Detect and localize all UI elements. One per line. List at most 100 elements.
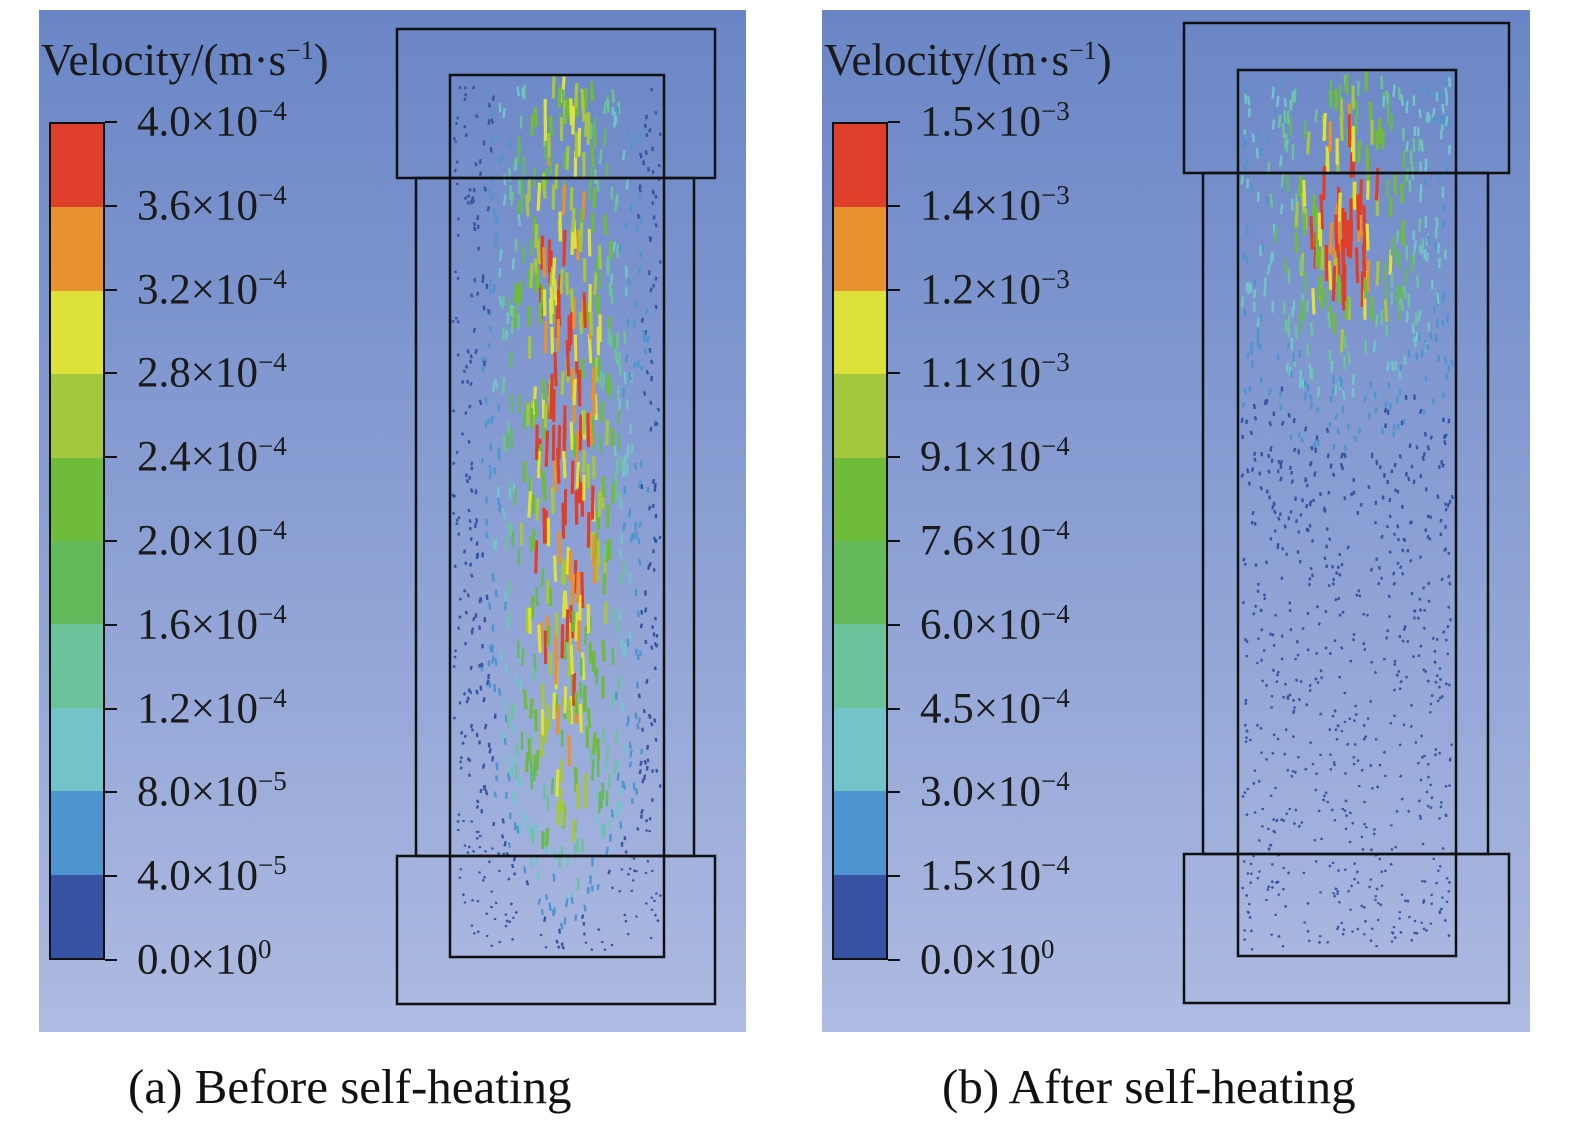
velocity-vector: [504, 913, 508, 916]
velocity-vector: [544, 430, 550, 467]
velocity-vector: [1423, 431, 1427, 437]
velocity-vector: [1259, 147, 1263, 156]
velocity-vector: [590, 948, 594, 952]
velocity-vector: [481, 763, 486, 769]
velocity-vector: [507, 877, 511, 881]
velocity-vector: [1252, 403, 1256, 410]
velocity-vector: [570, 460, 575, 495]
velocity-vector: [1256, 876, 1260, 880]
velocity-vector: [1421, 900, 1426, 905]
velocity-vector: [1377, 581, 1381, 586]
velocity-vector: [1279, 155, 1283, 167]
velocity-vector: [571, 105, 576, 135]
velocity-vector: [532, 216, 537, 237]
velocity-vector: [635, 788, 639, 795]
velocity-vector: [1371, 305, 1375, 322]
velocity-vector: [1375, 313, 1379, 328]
velocity-vector: [492, 284, 496, 293]
velocity-vector: [1397, 87, 1402, 101]
velocity-vector: [1306, 299, 1309, 314]
velocity-vector: [505, 919, 509, 923]
velocity-vector: [493, 791, 498, 798]
velocity-vector: [592, 456, 596, 480]
velocity-vector: [654, 194, 658, 199]
velocity-vector: [509, 394, 514, 413]
velocity-vector: [595, 178, 600, 192]
velocity-vector: [1358, 179, 1363, 216]
tick-label: 3.0×10−4: [920, 766, 1070, 816]
velocity-vectors: [450, 74, 662, 952]
velocity-vector: [597, 927, 601, 932]
velocity-vector: [1325, 564, 1329, 569]
velocity-vector: [593, 271, 598, 295]
velocity-vector: [1447, 418, 1451, 424]
velocity-vector: [501, 818, 505, 824]
velocity-vector: [1272, 733, 1276, 737]
velocity-vector: [1279, 459, 1284, 466]
velocity-vector: [535, 424, 539, 460]
velocity-vector: [1388, 550, 1392, 555]
velocity-vector: [1427, 89, 1430, 97]
velocity-vector: [1428, 710, 1432, 714]
velocity-vector: [492, 540, 496, 551]
velocity-vector: [1266, 885, 1271, 889]
velocity-vector: [1428, 515, 1433, 520]
velocity-vector: [1443, 548, 1447, 552]
velocity-vector: [1425, 111, 1429, 123]
velocity-vector: [549, 385, 554, 419]
velocity-vector: [476, 291, 480, 296]
velocity-vector: [1327, 583, 1331, 588]
velocity-vector: [541, 379, 546, 400]
velocity-vector: [1343, 691, 1347, 695]
velocity-vector: [1420, 139, 1424, 152]
velocity-vector: [616, 772, 620, 781]
velocity-vector: [1327, 312, 1332, 328]
tick-mark: [888, 121, 900, 123]
velocity-vector: [1388, 514, 1392, 519]
velocity-vector: [1323, 556, 1327, 561]
velocity-vector: [653, 642, 658, 647]
velocity-vector: [584, 88, 588, 110]
velocity-vector: [1308, 740, 1313, 745]
velocity-vector: [1426, 343, 1429, 351]
velocity-vector: [537, 898, 542, 905]
velocity-vector: [639, 760, 643, 767]
velocity-vector: [1433, 752, 1438, 757]
velocity-vector: [494, 215, 499, 225]
velocity-vector: [1271, 751, 1275, 755]
velocity-vector: [1301, 379, 1305, 389]
velocity-vector: [645, 133, 649, 137]
velocity-vector: [1270, 885, 1275, 890]
velocity-vector: [1260, 628, 1264, 632]
velocity-vector: [1415, 931, 1419, 935]
velocity-vector: [551, 184, 556, 210]
velocity-vector: [555, 769, 560, 797]
velocity-vector: [568, 550, 573, 581]
velocity-vector: [506, 312, 510, 324]
velocity-vector: [1283, 904, 1288, 908]
velocity-vector: [1426, 679, 1430, 683]
velocity-vector: [485, 679, 490, 685]
velocity-vector: [1418, 245, 1423, 255]
velocity-vector: [644, 639, 648, 645]
velocity-vector: [1287, 412, 1291, 418]
velocity-vector: [1444, 784, 1448, 788]
velocity-vector: [469, 562, 473, 567]
velocity-vector: [1366, 260, 1371, 293]
velocity-vector: [1367, 412, 1371, 420]
velocity-vector: [1415, 352, 1419, 361]
velocity-vector: [1421, 455, 1425, 462]
velocity-vector: [1294, 325, 1298, 339]
velocity-vector: [1441, 219, 1445, 229]
color-band-3: [51, 624, 103, 708]
velocity-vector: [588, 642, 593, 664]
velocity-vector: [551, 257, 557, 287]
velocity-vector: [1245, 281, 1249, 292]
velocity-vector: [1419, 192, 1423, 203]
velocity-vector: [578, 311, 583, 334]
velocity-vector: [1405, 168, 1409, 182]
velocity-vector: [567, 699, 572, 723]
velocity-vector: [644, 607, 648, 613]
velocity-vector: [1250, 466, 1255, 473]
velocity-vector: [480, 662, 484, 668]
